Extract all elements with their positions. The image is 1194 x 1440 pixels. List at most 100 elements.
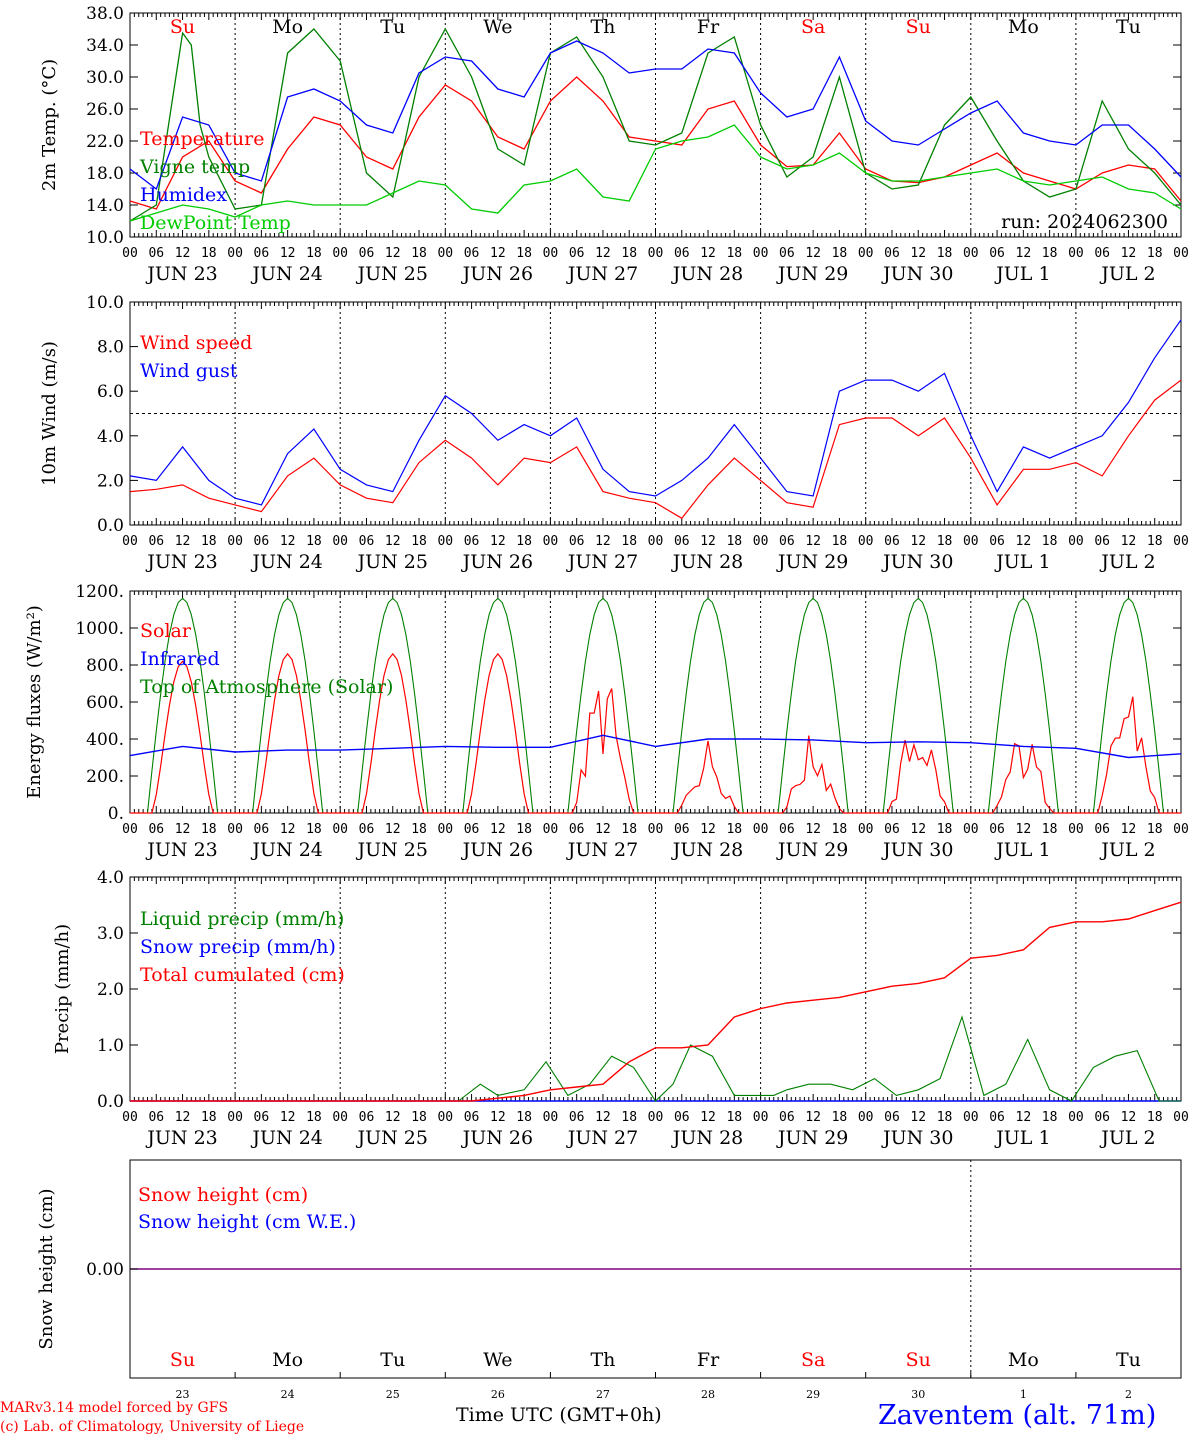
weekday-label: Tu <box>380 1349 405 1371</box>
hour-tick-label: 00 <box>963 822 979 837</box>
date-label: JUN 24 <box>250 839 322 861</box>
day-number-label: 25 <box>386 1388 400 1401</box>
hour-tick-label: 18 <box>621 822 637 837</box>
hour-tick-label: 06 <box>779 246 795 261</box>
hour-tick-label: 06 <box>359 822 375 837</box>
hour-tick-label: 00 <box>963 246 979 261</box>
hour-tick-label: 06 <box>1094 534 1110 549</box>
hour-tick-label: 06 <box>464 1110 480 1125</box>
series-dewpoint-temp <box>129 124 1182 222</box>
hour-tick-label: 00 <box>963 1110 979 1125</box>
hour-tick-label: 12 <box>700 534 716 549</box>
date-label: JUL 2 <box>1099 551 1155 573</box>
y-tick-label: 10.0 <box>86 293 124 313</box>
legend-solar: Solar <box>140 620 192 642</box>
y-axis-label: 10m Wind (m/s) <box>39 341 60 486</box>
weekday-label: Tu <box>380 16 405 38</box>
y-tick-label: 4.0 <box>97 427 124 447</box>
series-solar <box>130 652 1181 814</box>
hour-tick-label: 00 <box>122 1110 138 1125</box>
date-label: JUN 23 <box>145 1127 217 1149</box>
date-label: JUN 28 <box>671 839 743 861</box>
hour-tick-label: 18 <box>621 1110 637 1125</box>
model-credit-line2: (c) Lab. of Climatology, University of L… <box>0 1419 305 1435</box>
hour-tick-label: 00 <box>122 246 138 261</box>
hour-tick-label: 00 <box>648 822 664 837</box>
series-toa-solar <box>130 597 1181 814</box>
hour-tick-label: 12 <box>595 822 611 837</box>
date-label: JUL 1 <box>994 263 1050 285</box>
legend-wind-speed: Wind speed <box>140 332 252 354</box>
legend-snow-height-cm-w-e-: Snow height (cm W.E.) <box>138 1211 356 1233</box>
date-label: JUN 30 <box>881 551 953 573</box>
date-label: JUL 2 <box>1099 263 1155 285</box>
hour-tick-label: 06 <box>464 534 480 549</box>
y-tick-label: 10.0 <box>86 228 124 248</box>
y-tick-label: 8.0 <box>97 338 124 358</box>
hour-tick-label: 12 <box>1121 246 1137 261</box>
date-label: JUN 26 <box>461 1127 533 1149</box>
date-label: JUN 28 <box>671 551 743 573</box>
hour-tick-label: 12 <box>595 534 611 549</box>
panel-5: 0.00 Snow height (cm) Snow height (cm) Snow… <box>36 1159 1182 1401</box>
hour-tick-label: 18 <box>516 822 532 837</box>
date-label: JUL 2 <box>1099 1127 1155 1149</box>
date-label: JUN 27 <box>566 263 638 285</box>
hour-tick-label: 00 <box>227 534 243 549</box>
hour-tick-label: 12 <box>1016 246 1032 261</box>
hour-tick-label: 18 <box>621 246 637 261</box>
legend-top-of-atmosphere-solar-: Top of Atmosphere (Solar) <box>140 676 393 698</box>
y-tick-label: 22.0 <box>86 132 124 152</box>
weekday-label: We <box>483 16 512 38</box>
y-tick-label: 1200. <box>75 582 124 602</box>
hour-tick-label: 00 <box>858 534 874 549</box>
y-tick-label: 200. <box>86 767 124 787</box>
hour-tick-label: 18 <box>832 822 848 837</box>
hour-tick-label: 00 <box>753 1110 769 1125</box>
hour-tick-label: 18 <box>726 822 742 837</box>
hour-tick-label: 00 <box>753 534 769 549</box>
y-tick-label: 14.0 <box>86 196 124 216</box>
hour-tick-label: 18 <box>937 1110 953 1125</box>
hour-tick-label: 18 <box>832 1110 848 1125</box>
hour-tick-label: 06 <box>254 822 270 837</box>
y-tick-label: 26.0 <box>86 100 124 120</box>
hour-tick-label: 12 <box>805 822 821 837</box>
day-number-label: 29 <box>806 1388 820 1401</box>
date-label: JUN 27 <box>566 551 638 573</box>
hour-tick-label: 12 <box>280 1110 296 1125</box>
hour-tick-label: 12 <box>910 1110 926 1125</box>
hour-tick-label: 00 <box>332 822 348 837</box>
hour-tick-label: 12 <box>805 534 821 549</box>
day-number-label: 2 <box>1125 1388 1132 1401</box>
date-label: JUN 25 <box>356 839 428 861</box>
y-tick-label: 400. <box>86 730 124 750</box>
date-label: JUN 28 <box>671 1127 743 1149</box>
panel-4: 00 06 12 18 JUN 23 00 06 12 18 JUN 24 00 06 12 18 JUN … <box>52 868 1189 1149</box>
panel-2: 00 06 12 18 JUN 23 00 06 12 18 JUN 24 00 06 12 18 JUN … <box>39 293 1189 573</box>
y-axis-label: Snow height (cm) <box>36 1188 57 1349</box>
weekday-label: Su <box>906 16 931 38</box>
hour-tick-label: 06 <box>884 534 900 549</box>
hour-tick-label: 00 <box>858 822 874 837</box>
hour-tick-label: 06 <box>464 822 480 837</box>
hour-tick-label: 18 <box>726 246 742 261</box>
weekday-label: Tu <box>1116 1349 1141 1371</box>
weekday-label: Sa <box>801 16 825 38</box>
date-label: JUN 29 <box>776 551 848 573</box>
hour-tick-label: 12 <box>385 534 401 549</box>
y-tick-label: 600. <box>86 693 124 713</box>
y-tick-label: 3.0 <box>97 924 124 944</box>
hour-tick-label: 06 <box>569 534 585 549</box>
hour-tick-label: 06 <box>254 534 270 549</box>
y-tick-label: 30.0 <box>86 68 124 88</box>
panel-1: 00 06 12 18 JUN 23 00 06 12 18 JUN 24 00 06 12 18 JUN … <box>39 4 1189 285</box>
hour-tick-label: 00 <box>753 246 769 261</box>
hour-tick-label: 06 <box>359 534 375 549</box>
legend-snow-precip-mm-h-: Snow precip (mm/h) <box>140 936 336 958</box>
series-humidex <box>129 40 1182 191</box>
hour-tick-label: 12 <box>1016 534 1032 549</box>
date-label: JUN 28 <box>671 263 743 285</box>
hour-tick-label: 18 <box>516 534 532 549</box>
hour-tick-label: 00 <box>332 246 348 261</box>
